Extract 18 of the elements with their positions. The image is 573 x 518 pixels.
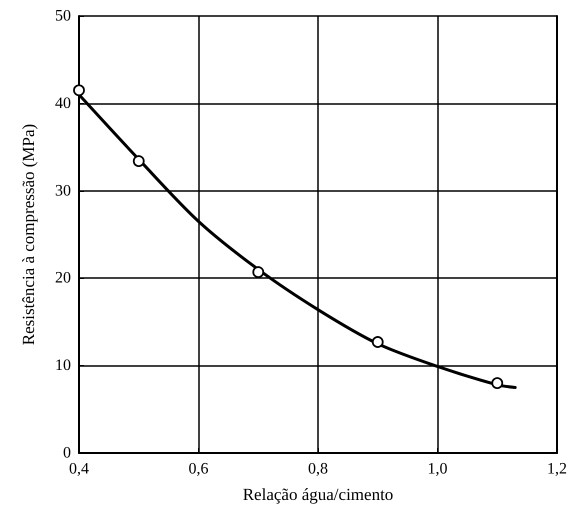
y-tick-label: 30 <box>55 182 71 200</box>
y-tick-label: 20 <box>55 270 71 287</box>
x-tick-label: 1,0 <box>428 460 448 478</box>
x-tick-label: 0,8 <box>308 460 328 478</box>
x-tick-label: 0,4 <box>69 460 89 478</box>
y-tick-label: 50 <box>55 8 71 24</box>
point <box>132 155 145 167</box>
point <box>372 336 384 348</box>
point <box>252 266 264 278</box>
point <box>491 377 504 389</box>
x-tick-label: 1,2 <box>547 460 567 478</box>
x-tick-label: 0,6 <box>188 460 208 478</box>
point <box>73 84 85 96</box>
y-axis-title: Resistência à compressão (MPa) <box>19 124 38 346</box>
x-axis-title: Relação água/cimento <box>242 485 394 504</box>
y-tick-label: 10 <box>55 357 71 374</box>
y-tick-label: 0 <box>63 444 71 462</box>
y-tick-label: 40 <box>55 94 71 112</box>
